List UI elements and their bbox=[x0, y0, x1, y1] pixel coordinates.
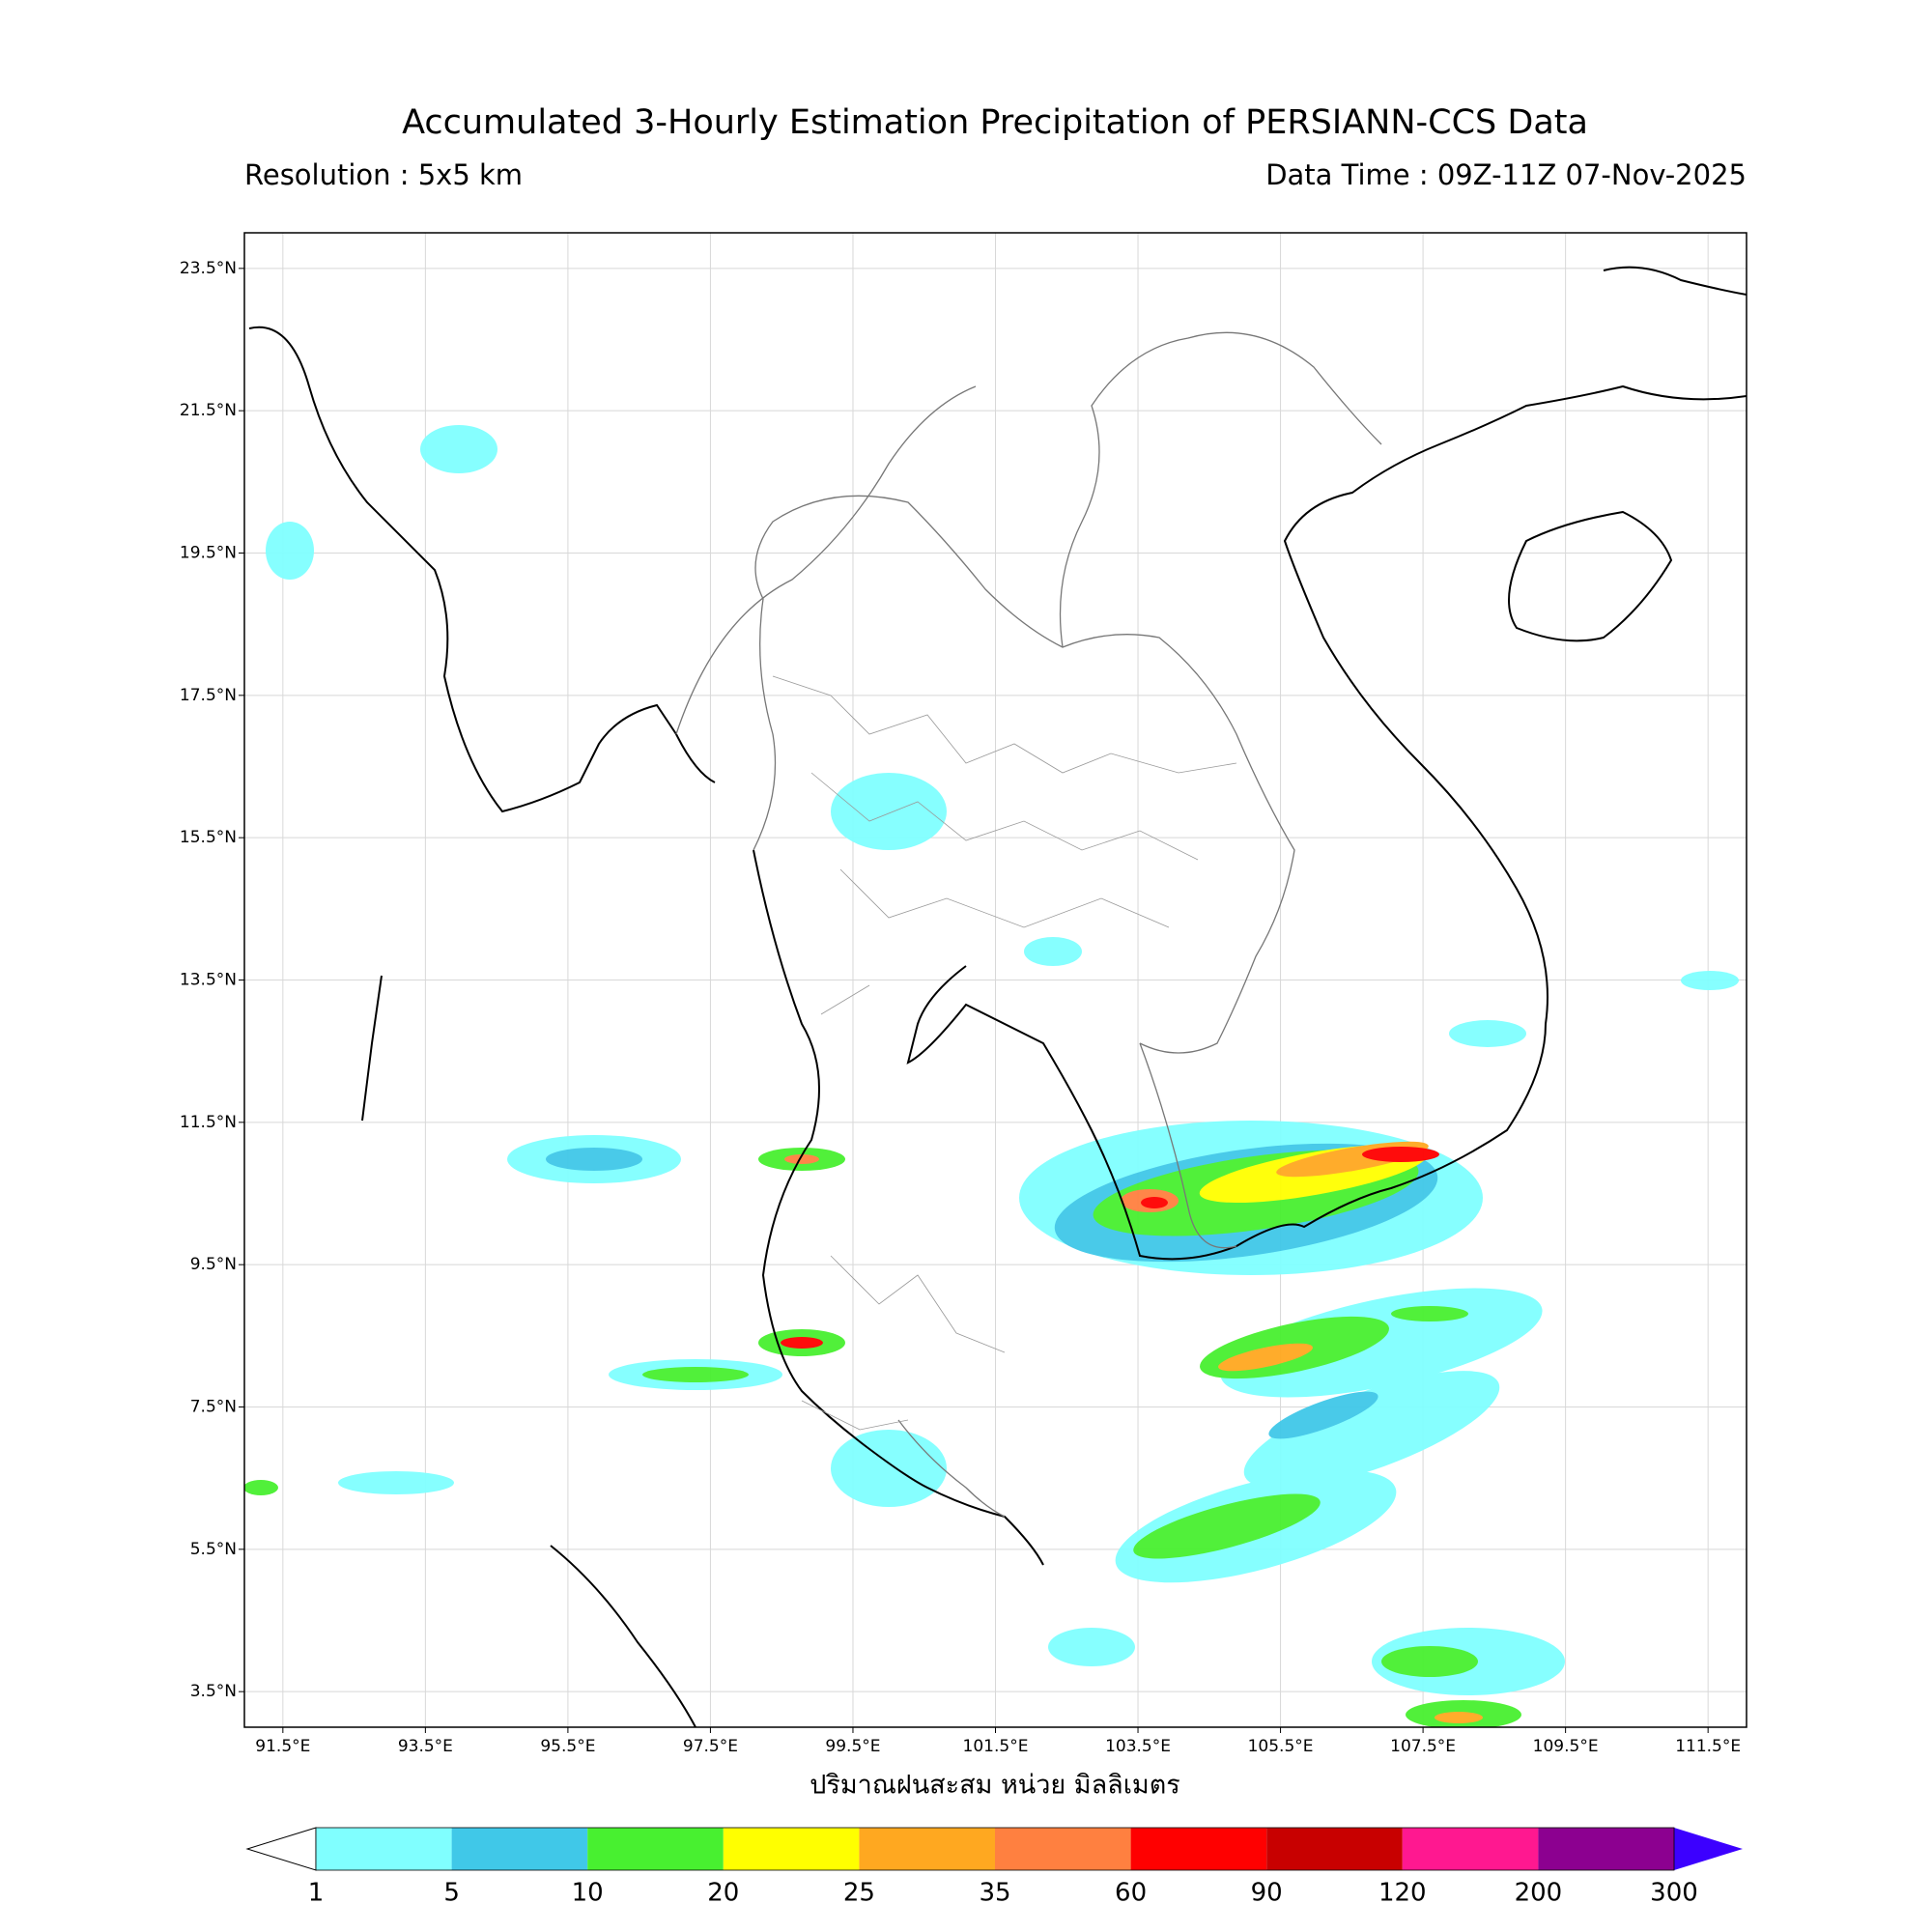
colorbar-under bbox=[245, 1827, 317, 1871]
colorbar-segment bbox=[316, 1828, 452, 1870]
colorbar-segment bbox=[995, 1828, 1131, 1870]
x-tick-label: 111.5°E bbox=[1675, 1737, 1741, 1756]
colorbar-segment bbox=[723, 1828, 860, 1870]
colorbar-label: 1 bbox=[308, 1879, 325, 1908]
axis-ticks: 91.5°E 93.5°E 95.5°E 97.5°E 99.5°E 101.5°E 103… bbox=[180, 259, 1741, 1756]
colorbar-label: 60 bbox=[1115, 1879, 1147, 1908]
colorbar-over bbox=[1674, 1828, 1743, 1870]
y-tick-label: 3.5°N bbox=[190, 1682, 237, 1701]
colorbar-label: 35 bbox=[979, 1879, 1010, 1908]
colorbar-segment bbox=[1402, 1828, 1539, 1870]
y-tick-label: 7.5°N bbox=[190, 1398, 237, 1417]
colorbar-segment bbox=[1266, 1828, 1403, 1870]
y-tick-label: 9.5°N bbox=[190, 1255, 237, 1274]
y-tick-label: 15.5°N bbox=[180, 828, 237, 847]
resolution: Resolution : 5x5 km bbox=[244, 158, 523, 191]
y-tick-label: 19.5°N bbox=[180, 544, 237, 563]
y-tick-label: 13.5°N bbox=[180, 971, 237, 990]
x-tick-label: 97.5°E bbox=[683, 1737, 738, 1756]
colorbar-label: 20 bbox=[707, 1879, 739, 1908]
y-tick-label: 17.5°N bbox=[180, 686, 237, 705]
title: Accumulated 3-Hourly Estimation Precipit… bbox=[402, 103, 1588, 142]
x-tick-label: 107.5°E bbox=[1390, 1737, 1456, 1756]
colorbar-segment bbox=[1538, 1828, 1674, 1870]
provinces bbox=[772, 675, 1237, 1431]
map-body bbox=[244, 266, 1747, 1727]
x-tick-label: 109.5°E bbox=[1533, 1737, 1599, 1756]
colorbar-segment bbox=[451, 1828, 588, 1870]
colorbar: 1 5 10 20 25 35 60 90 120 200 300 bbox=[245, 1827, 1743, 1908]
x-tick-label: 101.5°E bbox=[963, 1737, 1029, 1756]
borders bbox=[675, 331, 1382, 1518]
x-tick-label: 93.5°E bbox=[398, 1737, 453, 1756]
colorbar-label: 200 bbox=[1515, 1879, 1563, 1908]
colorbar-segment bbox=[1130, 1828, 1267, 1870]
colorbar-label: 120 bbox=[1378, 1879, 1427, 1908]
colorbar-segment bbox=[587, 1828, 724, 1870]
x-label: ปริมาณฝนสะสม หน่วย มิลลิเมตร bbox=[810, 1771, 1180, 1801]
colorbar-segment bbox=[859, 1828, 995, 1870]
x-tick-label: 99.5°E bbox=[825, 1737, 880, 1756]
y-tick-label: 11.5°N bbox=[180, 1113, 237, 1132]
coastlines bbox=[248, 266, 1747, 1727]
colorbar-label: 90 bbox=[1251, 1879, 1283, 1908]
x-tick-label: 103.5°E bbox=[1105, 1737, 1171, 1756]
rain-field bbox=[244, 425, 1739, 1727]
x-tick-label: 95.5°E bbox=[540, 1737, 595, 1756]
data-time: Data Time : 09Z-11Z 07-Nov-2025 bbox=[1265, 158, 1747, 191]
y-tick-label: 23.5°N bbox=[180, 259, 237, 278]
colorbar-outline bbox=[315, 1827, 1675, 1871]
x-tick-label: 105.5°E bbox=[1248, 1737, 1314, 1756]
colorbar-label: 10 bbox=[572, 1879, 604, 1908]
x-tick-label: 91.5°E bbox=[255, 1737, 310, 1756]
colorbar-label: 300 bbox=[1650, 1879, 1698, 1908]
colorbar-label: 5 bbox=[443, 1879, 460, 1908]
y-tick-label: 5.5°N bbox=[190, 1540, 237, 1559]
y-tick-label: 21.5°N bbox=[180, 401, 237, 420]
colorbar-label: 25 bbox=[843, 1879, 875, 1908]
